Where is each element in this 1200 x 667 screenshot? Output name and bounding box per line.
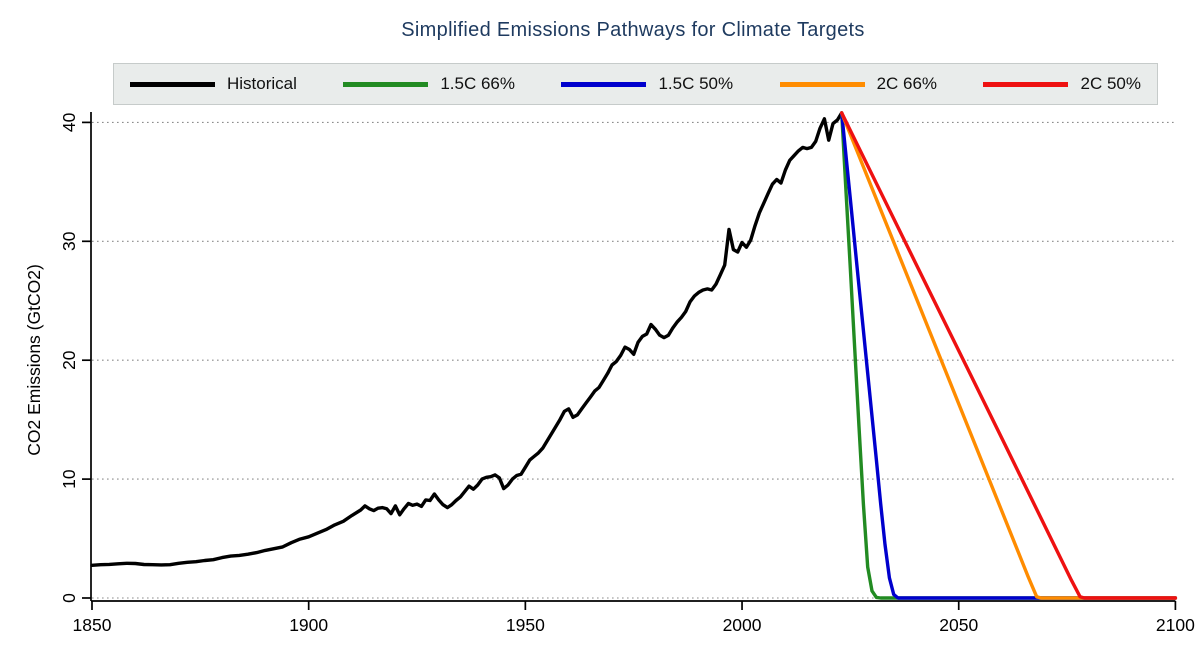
x-tick-label: 2100 (1156, 615, 1195, 635)
legend-item-1-5c-66: 1.5C 66% (343, 74, 515, 94)
y-axis-title: CO2 Emissions (GtCO2) (24, 264, 44, 456)
x-tick-label: 2050 (939, 615, 978, 635)
x-tick-label: 1950 (506, 615, 545, 635)
legend-swatch-1-5c-50 (561, 81, 647, 87)
legend-label-historical: Historical (227, 74, 297, 93)
series-line-historical (90, 111, 844, 567)
x-tick-label: 2000 (723, 615, 762, 635)
legend-swatch-historical (130, 81, 215, 87)
legend-swatch-1-5c-66 (343, 81, 429, 87)
legend-box: Historical 1.5C 66% 1.5C 50% 2C 66% 2C 5… (113, 63, 1158, 105)
legend-label-2c-66: 2C 66% (876, 74, 938, 93)
y-tick-label: 0 (59, 593, 79, 603)
x-tick-label: 1900 (289, 615, 328, 635)
y-tick-label: 30 (59, 231, 79, 251)
series-line-1-5c-66- (840, 111, 1178, 600)
legend-label-1-5c-66: 1.5C 66% (440, 74, 516, 93)
series-line-2c-66- (840, 111, 1178, 600)
series-line-1-5c-50- (840, 111, 1178, 600)
legend-item-2c-66: 2C 66% (779, 74, 938, 94)
legend-item-1-5c-50: 1.5C 50% (561, 74, 733, 94)
legend-swatch-2c-66 (779, 81, 865, 87)
axes (90, 112, 1176, 602)
legend-item-historical: Historical (130, 74, 297, 94)
legend-label-1-5c-50: 1.5C 50% (658, 74, 734, 93)
x-tick-label: 1850 (73, 615, 112, 635)
legend-item-2c-50: 2C 50% (983, 74, 1141, 94)
x-axis-ticks: 1850 1900 1950 2000 2050 2100 (73, 601, 1195, 635)
y-tick-label: 10 (59, 469, 79, 489)
legend-label-2c-50: 2C 50% (1080, 74, 1141, 93)
y-axis-ticks: 0 10 20 30 40 (59, 112, 91, 603)
legend-swatch-2c-50 (983, 81, 1069, 87)
series-line-2c-50- (840, 111, 1178, 600)
y-tick-label: 20 (59, 350, 79, 370)
y-tick-label: 40 (59, 112, 79, 132)
chart-title: Simplified Emissions Pathways for Climat… (401, 19, 865, 41)
gridlines (92, 121, 1176, 599)
